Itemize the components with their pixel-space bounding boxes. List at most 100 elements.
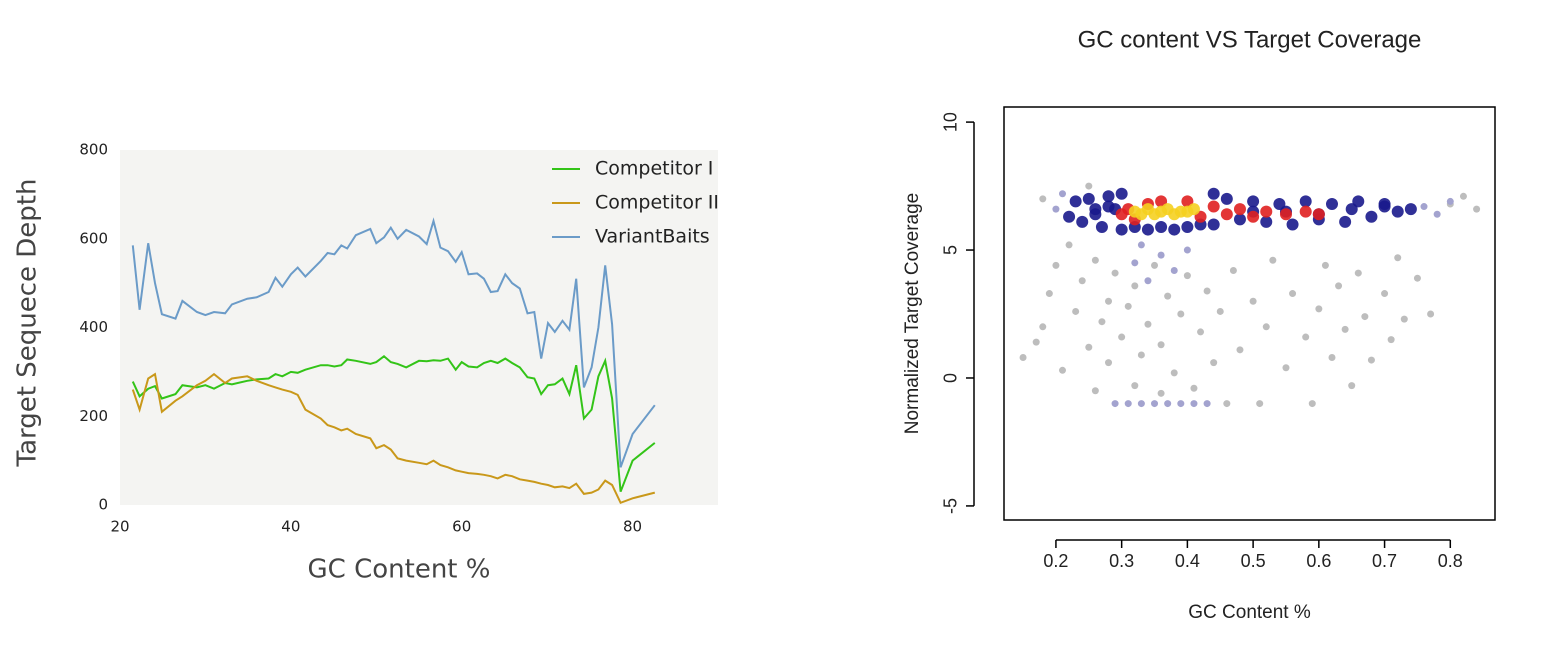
- scatter-point: [1394, 254, 1402, 262]
- scatter-point: [1124, 400, 1132, 408]
- scatter-point: [1256, 400, 1264, 408]
- scatter-point: [1115, 223, 1128, 236]
- scatter-point: [1260, 205, 1273, 218]
- scatter-point: [1131, 259, 1139, 267]
- scatter-point: [1233, 203, 1246, 216]
- y-tick-label: 0: [98, 496, 108, 514]
- scatter-point: [1308, 400, 1316, 408]
- scatter-point: [1354, 269, 1362, 277]
- scatter-point: [1157, 389, 1165, 397]
- scatter-point: [1089, 203, 1102, 216]
- scatter-point: [1260, 215, 1273, 228]
- scatter-point: [1058, 190, 1066, 198]
- line-series: [131, 372, 656, 505]
- scatter-point: [1177, 310, 1185, 318]
- scatter-point: [1095, 221, 1108, 234]
- scatter-point: [1312, 208, 1325, 221]
- plot-frame: [1003, 106, 1496, 521]
- scatter-point: [1102, 190, 1115, 203]
- scatter-point: [1181, 221, 1194, 234]
- scatter-point: [1052, 205, 1060, 213]
- scatter-point: [1269, 256, 1277, 264]
- x-tick-label: 0.7: [1372, 551, 1397, 571]
- scatter-point: [1102, 200, 1115, 213]
- scatter-point: [1065, 241, 1073, 249]
- y-tick-label: 400: [79, 318, 108, 336]
- scatter-point: [1076, 215, 1089, 228]
- scatter-point: [1187, 203, 1200, 216]
- scatter-point: [1279, 208, 1292, 221]
- scatter-point: [1299, 195, 1312, 208]
- scatter-point: [1085, 182, 1093, 190]
- scatter-point: [1072, 307, 1080, 315]
- scatter-point: [1262, 323, 1270, 331]
- scatter-point: [1341, 325, 1349, 333]
- scatter-point: [1473, 205, 1481, 213]
- legend-label: Competitor I: [595, 158, 713, 180]
- scatter-point: [1216, 307, 1224, 315]
- scatter-point: [1170, 267, 1178, 275]
- chart-title: GC content VS Target Coverage: [1078, 26, 1422, 53]
- y-tick-label: 800: [79, 141, 108, 159]
- scatter-point: [1203, 400, 1211, 408]
- scatter-point: [1413, 274, 1421, 282]
- x-tick-label: 40: [281, 518, 300, 536]
- scatter-point: [1249, 297, 1257, 305]
- line-series: [131, 355, 656, 493]
- scatter-point: [1378, 197, 1391, 210]
- scatter-point: [1328, 354, 1336, 362]
- x-tick-label: 0.5: [1241, 551, 1266, 571]
- x-tick-label: 0.3: [1109, 551, 1134, 571]
- scatter-point: [1207, 200, 1220, 213]
- scatter-point: [1039, 323, 1047, 331]
- scatter-point: [1190, 400, 1198, 408]
- scatter-point: [1144, 277, 1152, 285]
- scatter-point: [1045, 290, 1053, 298]
- x-tick-label: 0.4: [1175, 551, 1200, 571]
- y-tick-label: 0: [941, 373, 961, 383]
- scatter-point: [1091, 387, 1099, 395]
- scatter-point: [1446, 197, 1454, 205]
- scatter-point: [1207, 187, 1220, 200]
- scatter-point: [1223, 400, 1231, 408]
- scatter-point: [1151, 261, 1159, 269]
- scatter-point: [1157, 251, 1165, 259]
- scatter-point: [1105, 297, 1113, 305]
- scatter-point: [1177, 400, 1185, 408]
- scatter-point: [1111, 269, 1119, 277]
- scatter-point: [1345, 203, 1358, 216]
- scatter-point: [1098, 318, 1106, 326]
- scatter-point: [1039, 195, 1047, 203]
- y-tick-label: 5: [941, 245, 961, 255]
- scatter-point: [1144, 320, 1152, 328]
- scatter-point: [1137, 400, 1145, 408]
- scatter-point: [1210, 359, 1218, 367]
- scatter-point: [1400, 315, 1408, 323]
- scatter-point: [1229, 267, 1237, 275]
- x-tick-label: 0.2: [1043, 551, 1068, 571]
- scatter-point: [1183, 272, 1191, 280]
- scatter-point: [1247, 210, 1260, 223]
- scatter-point: [1085, 343, 1093, 351]
- y-axis-label: Target Sequece Depth: [13, 179, 43, 468]
- scatter-point: [1233, 213, 1246, 226]
- scatter-point: [1321, 261, 1329, 269]
- scatter-point: [1387, 336, 1395, 344]
- scatter-point: [1078, 277, 1086, 285]
- scatter-point: [1131, 282, 1139, 290]
- scatter-point: [1299, 205, 1312, 218]
- scatter-point: [1183, 246, 1191, 254]
- scatter-point: [1168, 223, 1181, 236]
- scatter-point: [1420, 203, 1428, 211]
- scatter-point: [1220, 192, 1233, 205]
- scatter-point: [1315, 305, 1323, 313]
- scatter-point: [1082, 192, 1095, 205]
- scatter-point: [1361, 313, 1369, 321]
- scatter-point: [1325, 197, 1338, 210]
- scatter-point: [1032, 338, 1040, 346]
- scatter-point: [1105, 359, 1113, 367]
- scatter-point: [1118, 333, 1126, 341]
- x-tick-label: 80: [623, 518, 642, 536]
- scatter-point: [1289, 290, 1297, 298]
